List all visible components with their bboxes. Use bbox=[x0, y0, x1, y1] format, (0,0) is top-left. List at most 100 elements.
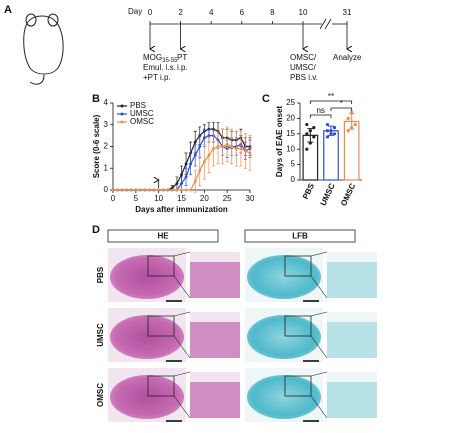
point bbox=[244, 149, 247, 153]
spinal-cord bbox=[110, 315, 184, 359]
point bbox=[184, 162, 188, 166]
point bbox=[116, 188, 119, 192]
day-label: 6 bbox=[240, 8, 245, 17]
point bbox=[143, 188, 147, 192]
spinal-cord bbox=[247, 315, 321, 359]
zoom-connector bbox=[173, 311, 191, 359]
significance: ns bbox=[316, 106, 324, 115]
point bbox=[305, 147, 309, 151]
zoom-connector bbox=[173, 251, 191, 299]
point bbox=[332, 132, 337, 136]
bracket bbox=[309, 114, 332, 118]
x-tick-label: 0 bbox=[111, 194, 116, 203]
x-tick-label: 5 bbox=[134, 194, 139, 203]
point bbox=[225, 142, 229, 146]
event-text: Emul. i.s. bbox=[143, 63, 176, 72]
mouse-icon bbox=[23, 13, 64, 85]
x-tick-label: OMSC bbox=[339, 182, 357, 208]
spinal-cord bbox=[110, 375, 184, 419]
stain-header: HE bbox=[157, 232, 169, 241]
point bbox=[180, 182, 183, 185]
point bbox=[193, 140, 197, 144]
bracket bbox=[309, 100, 353, 104]
zoom-connector bbox=[310, 251, 328, 299]
point bbox=[230, 145, 234, 148]
point bbox=[312, 135, 316, 139]
event-text: i.p. bbox=[177, 63, 188, 72]
point bbox=[332, 126, 337, 130]
zoom-tissue bbox=[190, 382, 240, 418]
charts: 0 1 2 3 4 0 5 10 15 20 25 30 Days after immunization… bbox=[92, 92, 362, 214]
point bbox=[329, 129, 333, 133]
point bbox=[189, 162, 193, 166]
significance: ** bbox=[328, 92, 334, 101]
day-label: 8 bbox=[270, 8, 275, 17]
panel-label: D bbox=[92, 224, 100, 236]
day-label: Day bbox=[128, 7, 142, 16]
point bbox=[189, 188, 193, 192]
point bbox=[221, 145, 225, 148]
bracket bbox=[330, 107, 353, 111]
zoom-tissue bbox=[327, 382, 377, 418]
point bbox=[125, 188, 129, 192]
point bbox=[353, 122, 357, 127]
point bbox=[161, 188, 165, 192]
point bbox=[198, 145, 202, 148]
event-text: PT bbox=[177, 53, 187, 62]
axis bbox=[299, 103, 362, 181]
zoom-connector bbox=[310, 371, 328, 419]
y-tick-label: 0 bbox=[291, 175, 296, 184]
y-tick-label: 0 bbox=[104, 185, 109, 194]
event-text: 35-55 bbox=[162, 58, 178, 64]
zoom-connector bbox=[173, 371, 191, 419]
point bbox=[120, 188, 124, 192]
point bbox=[134, 188, 138, 192]
histology: HE LFB PBS UMSC OMSC bbox=[96, 229, 377, 422]
point bbox=[180, 188, 183, 192]
point bbox=[346, 116, 350, 120]
zoom-box bbox=[284, 315, 312, 337]
zoom-tissue bbox=[190, 262, 240, 298]
event-text: PBS i.v. bbox=[290, 73, 318, 82]
event-text: MOG35-55 Emul. i.s. +PT i.p. PT i.p. OMS… bbox=[143, 53, 362, 82]
point bbox=[129, 188, 133, 192]
y-tick-label: 10 bbox=[286, 144, 295, 153]
stain-header-box bbox=[107, 229, 219, 243]
zoom-connector bbox=[310, 311, 328, 359]
group-label: PBS bbox=[96, 266, 105, 283]
day-label: 31 bbox=[343, 8, 352, 17]
x-axis-label: Days after immunization bbox=[135, 205, 228, 214]
event-text: UMSC/ bbox=[290, 63, 317, 72]
event-text: OMSC/ bbox=[290, 53, 317, 62]
group-label: OMSC bbox=[96, 383, 105, 407]
legend-marker bbox=[120, 120, 124, 124]
day-label: 0 bbox=[148, 8, 153, 17]
y-tick-label: 25 bbox=[286, 98, 295, 107]
y-tick-label: 1 bbox=[104, 163, 109, 172]
spinal-cord bbox=[247, 255, 321, 299]
point bbox=[346, 129, 350, 133]
point bbox=[148, 188, 151, 192]
point bbox=[184, 175, 188, 179]
legend-label: PBS bbox=[130, 101, 146, 110]
zoom-tissue bbox=[327, 322, 377, 358]
timeline: 0 2 4 6 8 10 31 bbox=[148, 8, 352, 49]
event-text: MOG bbox=[143, 53, 162, 62]
point bbox=[305, 132, 309, 136]
zoom-box bbox=[284, 375, 312, 397]
point bbox=[325, 135, 330, 139]
zoom-tissue bbox=[327, 262, 377, 298]
point bbox=[152, 188, 156, 192]
spinal-cord bbox=[110, 255, 184, 299]
bar bbox=[343, 120, 360, 181]
spinal-cord bbox=[247, 375, 321, 419]
point bbox=[180, 173, 183, 177]
y-tick-label: 5 bbox=[291, 160, 296, 169]
day-label: 4 bbox=[209, 8, 214, 17]
point bbox=[111, 188, 115, 192]
point bbox=[212, 147, 215, 151]
point bbox=[202, 136, 206, 140]
point bbox=[170, 186, 174, 190]
point bbox=[175, 182, 179, 185]
point bbox=[308, 141, 312, 145]
